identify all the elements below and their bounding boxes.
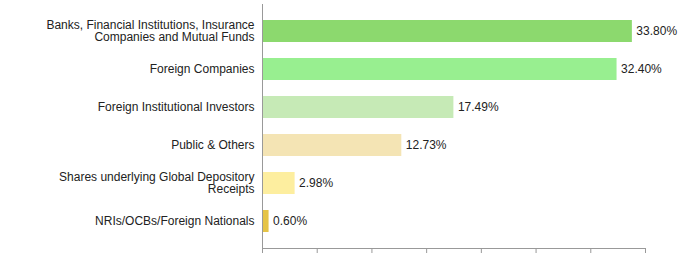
svg-text:2.98%: 2.98% (299, 176, 333, 190)
svg-text:32.40%: 32.40% (621, 62, 662, 76)
svg-text:17.49%: 17.49% (458, 100, 499, 114)
svg-text:NRIs/OCBs/Foreign Nationals: NRIs/OCBs/Foreign Nationals (95, 214, 254, 228)
svg-text:0.60%: 0.60% (273, 214, 307, 228)
svg-text:Public & Others: Public & Others (171, 138, 254, 152)
svg-text:33.80%: 33.80% (636, 24, 677, 38)
svg-text:12.73%: 12.73% (406, 138, 447, 152)
svg-text:Shares underlying Global Depos: Shares underlying Global DepositoryRecei… (59, 170, 254, 196)
svg-text:Banks, Financial Institutions,: Banks, Financial Institutions, Insurance… (46, 18, 254, 44)
svg-text:Foreign Companies: Foreign Companies (150, 62, 255, 76)
svg-text:Foreign Institutional Investor: Foreign Institutional Investors (98, 100, 255, 114)
